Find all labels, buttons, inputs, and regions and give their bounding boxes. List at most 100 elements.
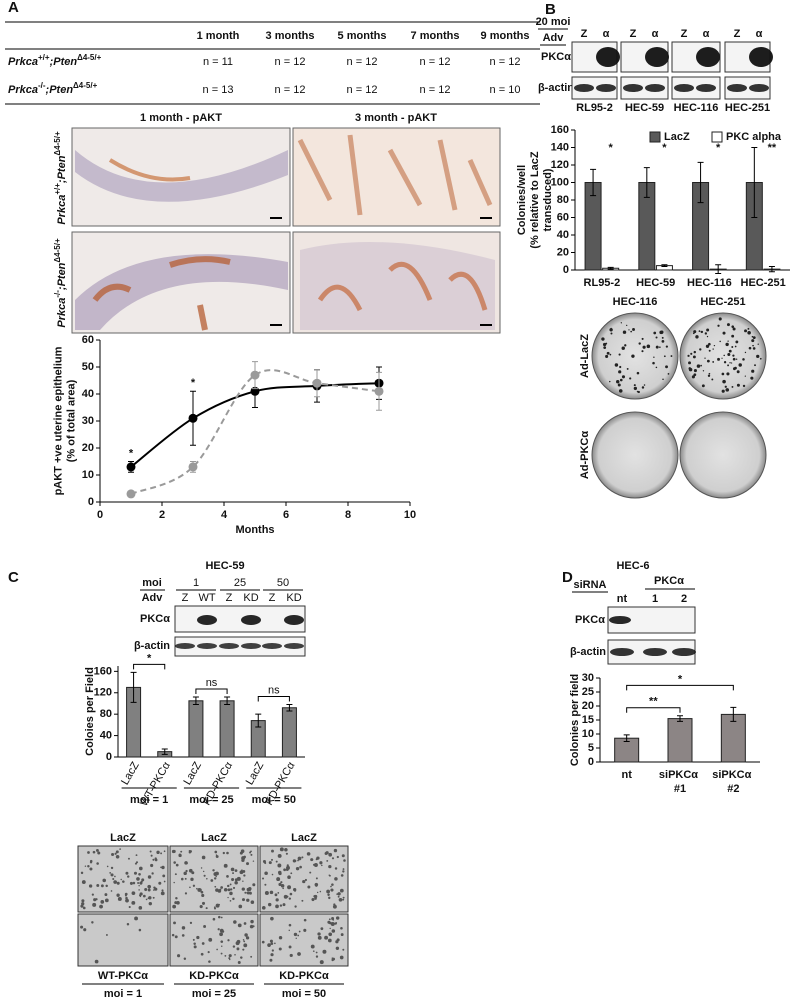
colony [653, 356, 655, 358]
y-tick-label: 60 [557, 211, 569, 223]
colony [171, 933, 175, 937]
colony [127, 875, 130, 878]
genotype-part: ;Pten [46, 84, 74, 96]
colony [319, 890, 322, 893]
colony [636, 371, 640, 375]
genotype-label: Prkca+/+;PtenΔ4-5/+ [8, 53, 102, 68]
y-tick-label: 50 [82, 361, 94, 373]
blot-band [574, 84, 594, 92]
colony [307, 885, 311, 889]
y-tick-label: 30 [82, 415, 94, 427]
colony [301, 856, 304, 859]
colony [278, 871, 282, 876]
colony [306, 852, 311, 856]
colony [276, 877, 281, 882]
colony [330, 888, 334, 892]
colony [148, 901, 153, 906]
colony [713, 344, 716, 347]
blot-band [645, 47, 669, 67]
column-header: HEC-251 [700, 296, 745, 308]
colony [292, 859, 296, 863]
x-tick-label: LacZ [119, 760, 142, 787]
blot-band [749, 47, 773, 67]
colony [302, 879, 306, 884]
colony [293, 888, 297, 892]
colony [721, 389, 725, 393]
colony [328, 896, 331, 900]
colony [239, 870, 244, 875]
table-cell: n = 12 [347, 84, 378, 96]
colony [236, 876, 241, 881]
colony [748, 346, 752, 350]
colony [752, 344, 754, 347]
colony [174, 873, 177, 876]
colony [83, 928, 87, 932]
colony [81, 880, 86, 884]
colony [201, 893, 205, 898]
colony [288, 923, 292, 927]
colony [133, 871, 137, 875]
colony [128, 905, 131, 909]
blot-title: HEC-59 [205, 560, 244, 572]
y-tick-label: 140 [551, 141, 569, 153]
significance: * [191, 377, 196, 389]
colony [214, 885, 217, 888]
colony [638, 342, 641, 345]
colony [264, 891, 269, 896]
colony [261, 906, 266, 910]
colony [721, 357, 723, 359]
colony [313, 894, 318, 899]
colony [275, 904, 279, 909]
colony [177, 954, 181, 958]
colony [132, 891, 134, 894]
colony [735, 340, 739, 344]
genotype-part: Δ4-5/+ [77, 53, 102, 62]
lane-label: Z [630, 28, 637, 40]
data-point [312, 378, 322, 388]
colony [327, 938, 332, 943]
error-bar [768, 266, 775, 273]
colony [150, 854, 153, 857]
colony [624, 344, 627, 347]
colony [340, 933, 344, 937]
blot-band [610, 648, 634, 656]
micrograph-label: moi = 50 [282, 988, 326, 1000]
colony [180, 850, 183, 853]
dose-label: 50 [277, 577, 289, 589]
colony [264, 862, 267, 865]
colony [334, 922, 337, 925]
colony [104, 898, 109, 903]
colony [628, 329, 630, 331]
colony [343, 859, 346, 862]
protein-label: β-actin [570, 646, 606, 658]
colony [756, 354, 760, 358]
column-header: 9 months [481, 30, 530, 42]
colony [279, 904, 283, 907]
colony [208, 937, 213, 942]
colony [629, 377, 632, 380]
lane-label: WT [198, 592, 215, 604]
colony [618, 370, 622, 374]
colony [278, 936, 283, 940]
column-header: 7 months [411, 30, 460, 42]
colony [246, 862, 250, 866]
y-tick-label: 30 [582, 672, 594, 684]
blot-frame [620, 76, 669, 100]
error-bar [697, 161, 704, 204]
colony [327, 894, 330, 896]
colony [271, 849, 274, 853]
blot-band [643, 648, 667, 656]
colony [275, 898, 279, 902]
blot-band [696, 84, 716, 92]
y-tick-label: 120 [94, 687, 112, 699]
legend-label: PKC alpha [726, 131, 782, 143]
colony [619, 378, 623, 382]
colony [185, 869, 188, 873]
colony [706, 335, 709, 338]
colony [622, 330, 627, 334]
colony [271, 949, 274, 952]
colony [295, 937, 297, 940]
colony [138, 866, 143, 871]
colony [119, 848, 121, 850]
colony [725, 342, 729, 347]
